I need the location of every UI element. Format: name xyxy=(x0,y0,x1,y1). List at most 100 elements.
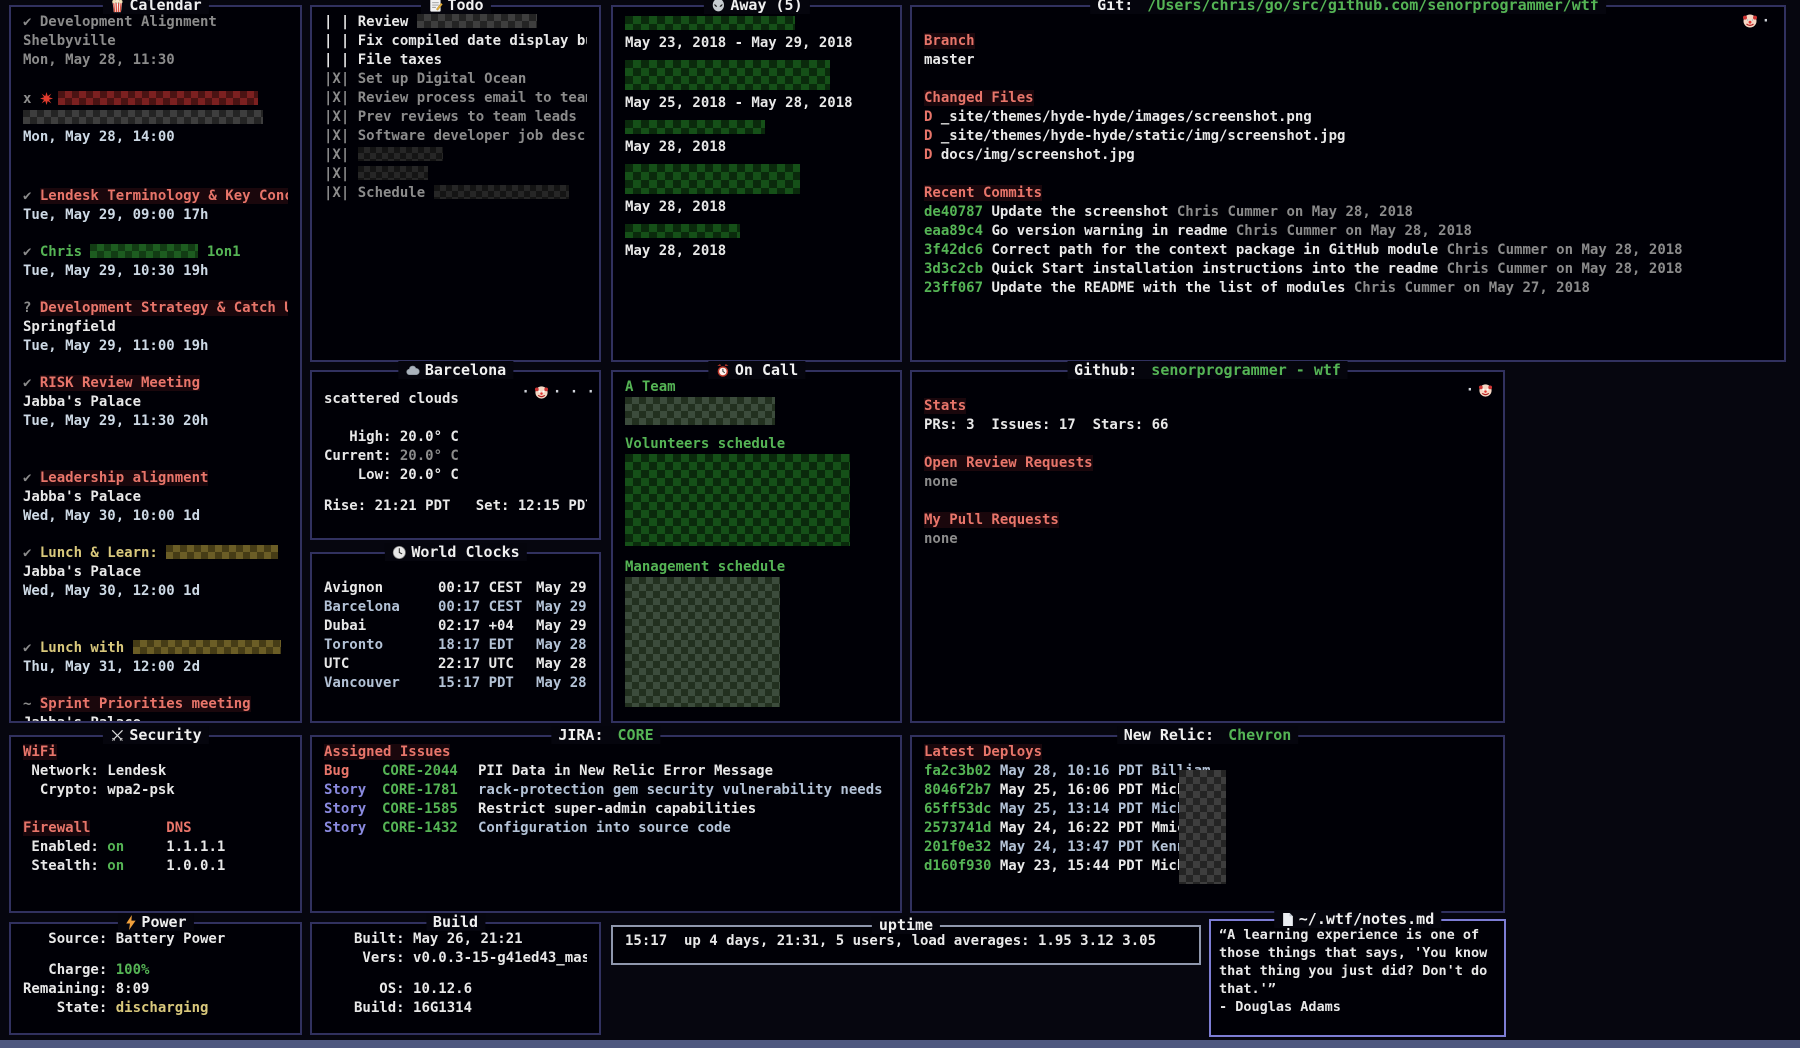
file-status-flag: D xyxy=(924,128,941,144)
git-commit: 23ff067 Update the README with the list … xyxy=(924,280,1590,296)
todo-title: Todo xyxy=(447,0,484,14)
oncall-section-header: Management schedule xyxy=(625,559,786,575)
todo-item[interactable]: |X| Schedule xyxy=(324,184,587,203)
calendar-event: x Mon, May 28, 14:00 xyxy=(23,90,288,147)
panel-title: Todo xyxy=(420,0,491,14)
todo-checkbox[interactable]: |X| xyxy=(324,109,358,125)
todo-checkbox[interactable]: | | xyxy=(324,52,358,68)
oncall-body: A Team Volunteers schedule Management sc… xyxy=(613,372,900,721)
todo-item[interactable]: |X| Review process email to team xyxy=(324,90,587,106)
power-remaining-value: 8:09 xyxy=(115,981,150,997)
issue-summary: Restrict super-admin capabilities xyxy=(478,801,757,817)
jira-issue-row[interactable]: Story CORE-1432 Configuration into source … xyxy=(324,819,888,838)
redacted-block xyxy=(433,185,569,199)
panel-world-clocks: World Clocks Avignon 00:17 CEST May 29 Bar… xyxy=(310,543,601,723)
event-title: Chris xyxy=(39,244,91,260)
calendar-body: ✔ Development Alignment Shelbyville Mon,… xyxy=(11,7,300,721)
redacted-block xyxy=(166,545,279,559)
jira-issue-row[interactable]: Story CORE-1781 rack-protection gem securi… xyxy=(324,781,888,800)
event-title: RISK Review Meeting xyxy=(39,375,201,391)
popcorn-icon xyxy=(109,0,124,13)
todo-checkbox[interactable]: | | xyxy=(324,14,358,30)
todo-item[interactable]: | | File taxes xyxy=(324,52,443,68)
notes-body[interactable]: “A learning experience is one of those t… xyxy=(1211,921,1504,1035)
redacted-block xyxy=(132,640,281,654)
todo-checkbox[interactable]: |X| xyxy=(324,185,358,201)
event-mark: ✔ xyxy=(23,545,40,561)
redacted-block xyxy=(90,244,199,258)
fencer-icon xyxy=(109,728,124,743)
badge-dots: · · · xyxy=(552,384,595,400)
git-commit: de40787 Update the screenshot Chris Cumm… xyxy=(924,204,1413,220)
todo-checkbox[interactable]: |X| xyxy=(324,90,358,106)
todo-item[interactable]: | | Fix compiled date display bug xyxy=(324,33,587,49)
todo-item[interactable]: |X| Prev reviews to team leads xyxy=(324,109,577,125)
redacted-block xyxy=(625,454,850,546)
calendar-event: ✔ Development Alignment Shelbyville Mon,… xyxy=(23,13,288,70)
github-prs-value: none xyxy=(924,531,958,547)
calendar-event: ✔ Lunch & Learn: Jabba's Palace Wed, May… xyxy=(23,544,288,601)
redacted-block xyxy=(357,147,443,161)
collision-icon xyxy=(39,92,53,105)
firewall-stealth-value: on xyxy=(107,858,125,874)
weather-title: Barcelona xyxy=(424,361,507,379)
event-title: Lunch with xyxy=(39,640,133,656)
todo-item[interactable]: |X| xyxy=(324,165,587,184)
calendar-event: ✔ Lendesk Terminology & Key Conc Tue, Ma… xyxy=(23,187,288,225)
todo-item[interactable]: | | Review xyxy=(324,13,587,32)
jira-issue-row[interactable]: Story CORE-1585 Restrict super-admin capab… xyxy=(324,800,888,819)
panel-title: uptime xyxy=(871,916,941,934)
event-date: Wed, May 30, 12:00 1d xyxy=(23,583,201,599)
panel-notes: ~/.wtf/notes.md “A learning experience i… xyxy=(1209,910,1506,1037)
todo-checkbox[interactable]: |X| xyxy=(324,147,358,163)
todo-item[interactable]: |X| Software developer job desc xyxy=(324,128,586,144)
event-mark: ~ xyxy=(23,696,40,712)
redacted-block xyxy=(1179,770,1226,884)
wifi-crypto-label: Crypto: xyxy=(23,782,108,798)
clock-city: Barcelona xyxy=(324,599,400,615)
event-mark: ✔ xyxy=(23,244,40,260)
event-location: Jabba's Palace xyxy=(23,394,142,410)
todo-checkbox[interactable]: |X| xyxy=(324,166,358,182)
issue-key: CORE-1585 xyxy=(382,801,458,817)
firewall-stealth-label: Stealth: xyxy=(23,858,108,874)
calendar-event: ✔ Leadership alignment Jabba's Palace We… xyxy=(23,469,288,526)
jira-issues-header: Assigned Issues xyxy=(324,744,451,760)
panel-title: Security xyxy=(102,726,209,744)
power-body: Source: Battery Power Charge: 100% Remai… xyxy=(11,924,300,1033)
todo-checkbox[interactable]: | | xyxy=(324,33,358,49)
away-entry: May 28, 2018 xyxy=(625,224,888,261)
panel-security: Security WiFi Network: Lendesk Crypto: w… xyxy=(9,726,302,913)
weather-condition: scattered clouds xyxy=(324,391,459,407)
panel-git: Git: /Users/chris/go/src/github.com/seno… xyxy=(910,0,1786,362)
event-title: Lendesk Terminology & Key Conc xyxy=(39,188,288,204)
away-entry: May 23, 2018 - May 29, 2018 xyxy=(625,16,888,53)
badge-dot: · xyxy=(521,384,530,400)
event-title: Development Strategy & Catch U xyxy=(39,300,288,316)
todo-item[interactable]: |X| xyxy=(324,146,587,165)
todo-item[interactable]: |X| Set up Digital Ocean xyxy=(324,71,527,87)
commit-hash: 23ff067 xyxy=(924,280,992,296)
event-mark: ✔ xyxy=(23,640,40,656)
oncall-section-header: Volunteers schedule xyxy=(625,436,786,452)
away-dates: May 28, 2018 xyxy=(625,199,727,215)
event-date: Tue, May 29, 11:30 20h xyxy=(23,413,209,429)
window-bottom-edge xyxy=(0,1040,1800,1048)
issue-key: CORE-2044 xyxy=(382,763,458,779)
build-version-value: v0.0.3-15-g41ed43_maste xyxy=(413,950,587,966)
clock-date: May 29 xyxy=(536,618,587,634)
commit-hash: 3f42dc6 xyxy=(924,242,992,258)
deploy-hash: 65ff53dc xyxy=(924,801,1000,817)
issue-key: CORE-1781 xyxy=(382,782,458,798)
event-location: Jabba's Palace xyxy=(23,714,288,721)
todo-checkbox[interactable]: |X| xyxy=(324,128,358,144)
panel-new-relic: New Relic: Chevron Latest Deploys fa2c3b… xyxy=(910,726,1505,913)
issue-key: CORE-1432 xyxy=(382,820,458,836)
jira-issue-row[interactable]: Bug CORE-2044 PII Data in New Relic Error … xyxy=(324,762,888,781)
weather-low-value: 20.0° C xyxy=(399,467,459,483)
todo-checkbox[interactable]: |X| xyxy=(324,71,358,87)
wifi-network-value: Lendesk xyxy=(107,763,167,779)
event-title: Lunch & Learn: xyxy=(39,545,167,561)
event-title: 1on1 xyxy=(198,244,241,260)
build-number-label: Build: xyxy=(354,1000,414,1016)
